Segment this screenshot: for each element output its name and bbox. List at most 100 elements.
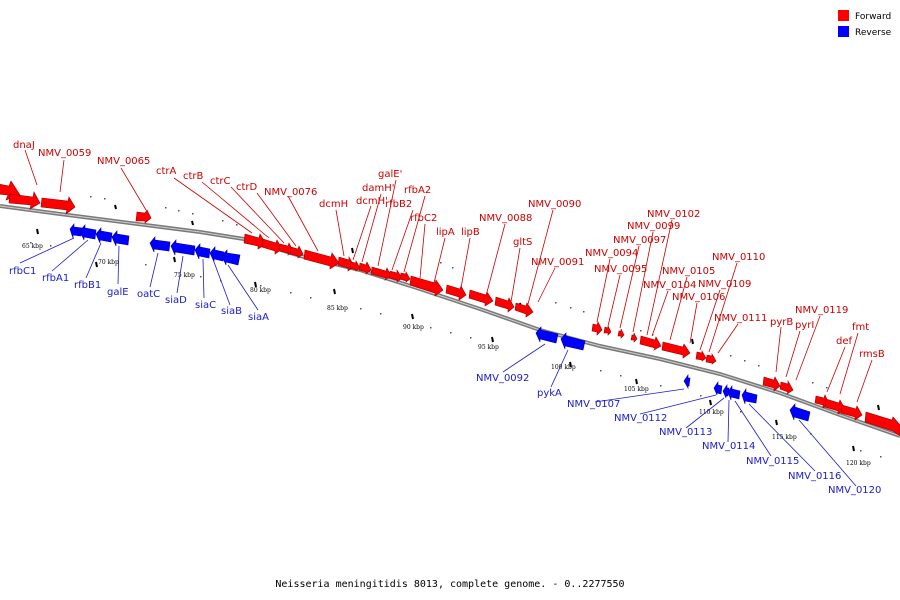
gene-label: NMV_0109 — [698, 279, 751, 290]
gene-label: rfbB1 — [74, 280, 101, 291]
reverse-gene-labels: rfbC1 rfbA1 rfbB1 galE oatC siaD siaC si… — [9, 266, 881, 496]
gene-label: NMV_0059 — [38, 148, 91, 159]
gene-label: NMV_0115 — [746, 456, 799, 467]
gene-arrow-rfbC2 — [409, 275, 444, 297]
scale-label: 70 kbp — [98, 259, 119, 266]
gene-label: siaC — [195, 300, 216, 311]
gene-label: NMV_0120 — [828, 485, 881, 496]
legend-forward-label: Forward — [855, 12, 891, 22]
gene-arrow-NMV_0109 — [695, 349, 707, 362]
gene-label: rfbC2 — [410, 213, 437, 224]
gene-label: oatC — [137, 289, 160, 300]
gene-label: pyrB — [770, 317, 793, 328]
genome-backbone — [0, 204, 900, 438]
gene-arrow-NMV_0059b — [40, 196, 76, 215]
gene-arrow-siaB — [209, 246, 225, 263]
forward-gene-labels: dnaJ NMV_0059 NMV_0065 ctrA ctrB ctrC ct… — [13, 140, 885, 360]
gene-label: NMV_0099 — [627, 221, 680, 232]
gene-arrow-rfbB2 — [388, 268, 403, 283]
gene-label: galE — [107, 287, 129, 298]
legend-reverse-swatch — [838, 26, 849, 37]
gene-label: NMV_0088 — [479, 213, 532, 224]
gene-arrow-NMV_0099 — [630, 332, 638, 343]
gene-label: dcmH' — [356, 196, 388, 207]
gene-label: NMV_0094 — [585, 248, 638, 259]
legend-forward-swatch — [838, 10, 849, 21]
gene-label: NMV_0065 — [97, 156, 150, 167]
forward-leader-lines — [24, 149, 873, 403]
gene-arrow-rmsB — [864, 411, 900, 437]
gene-label: dcmH — [319, 199, 348, 210]
gene-arrow-NMV_0119 — [840, 404, 863, 421]
gene-arrow-rfbA2 — [399, 270, 411, 283]
gene-label: NMV_0092 — [476, 373, 529, 384]
gene-label: ctrA — [156, 166, 177, 177]
gene-label: NMV_0102 — [647, 209, 700, 220]
gene-label: siaA — [248, 312, 269, 323]
gene-label: pyrI — [795, 320, 814, 331]
gene-arrow-ctrD — [289, 245, 304, 259]
gene-arrow-NMV_0115 — [741, 388, 758, 405]
gene-label: NMV_0090 — [528, 199, 581, 210]
scale-label: 75 kbp — [174, 272, 195, 279]
gene-arrow-siaD — [170, 239, 196, 256]
gene-label: NMV_0110 — [712, 252, 765, 263]
gene-label: siaD — [165, 295, 187, 306]
gene-label: NMV_0091 — [531, 257, 584, 268]
gene-label: lipA — [436, 227, 455, 238]
gene-arrow-NMV_0092 — [535, 326, 559, 344]
gene-label: NMV_0107 — [567, 399, 620, 410]
gene-label: galE' — [378, 169, 402, 180]
gene-arrow-lipB — [468, 289, 494, 307]
gene-label: damH' — [362, 183, 395, 194]
gene-arrow-pyrI — [779, 379, 794, 395]
gene-arrow-gltS — [514, 302, 534, 318]
gene-label: rfbA1 — [42, 273, 69, 284]
gene-label: gltS — [513, 237, 532, 248]
gene-arrow-pyrB — [762, 376, 781, 392]
gene-arrow-lipA — [445, 284, 467, 301]
gene-label: ctrC — [210, 176, 231, 187]
gene-label: NMV_0119 — [795, 305, 848, 316]
scale-label: 110 kbp — [699, 409, 724, 416]
gene-label: NMV_0111 — [714, 313, 767, 324]
gene-arrow-NMV_0095 — [603, 325, 612, 336]
tick-marks — [36, 204, 880, 452]
gene-label: rfbB2 — [385, 199, 412, 210]
gene-label: NMV_0076 — [264, 187, 317, 198]
gene-arrow-NMV_0105 — [661, 341, 691, 359]
gene-label: ctrD — [236, 182, 258, 193]
scale-label: 120 kbp — [846, 460, 871, 467]
gene-label: NMV_0104 — [643, 280, 696, 291]
gene-label: NMV_0112 — [614, 413, 667, 424]
scale-label: 85 kbp — [327, 305, 348, 312]
gene-arrow-NMV_0107 — [683, 374, 691, 390]
gene-label: NMV_0116 — [788, 471, 841, 482]
gene-label: rfbC1 — [9, 266, 36, 277]
gene-label: NMV_0095 — [594, 264, 647, 275]
gene-arrow-dcmH2 — [349, 259, 361, 272]
genome-caption: Neisseria meningitidis 8013, complete ge… — [275, 579, 624, 590]
gene-label: siaB — [221, 306, 242, 317]
gene-label: fmt — [852, 322, 869, 333]
gene-arrow-NMV_0116 — [789, 403, 811, 422]
gene-label: def — [836, 336, 853, 347]
gene-arrow-NMV_0088 — [494, 296, 515, 313]
gene-arrow-NMV_0076 — [303, 249, 340, 270]
legend-reverse-label: Reverse — [855, 28, 892, 38]
gene-arrow-ctrB — [261, 238, 283, 255]
scale-label: 65 kbp — [22, 243, 43, 250]
gene-label: lipB — [461, 227, 480, 238]
gene-label: NMV_0113 — [659, 427, 712, 438]
gene-label: NMV_0105 — [662, 266, 715, 277]
scale-label: 105 kbp — [624, 386, 649, 393]
gene-arrow-siaA — [221, 249, 241, 266]
scale-labels: 65 kbp 70 kbp 75 kbp 80 kbp 85 kbp 90 kb… — [22, 243, 871, 467]
gene-arrow-damH — [358, 261, 372, 275]
scale-label: 95 kbp — [478, 344, 499, 351]
gene-arrow-NMV_0094 — [591, 321, 603, 336]
gene-arrow-NMV_0114 — [727, 385, 741, 401]
scale-label: 80 kbp — [250, 287, 271, 294]
gene-arrow-NMV_0104 — [639, 335, 662, 351]
scale-label: 100 kbp — [551, 364, 576, 371]
